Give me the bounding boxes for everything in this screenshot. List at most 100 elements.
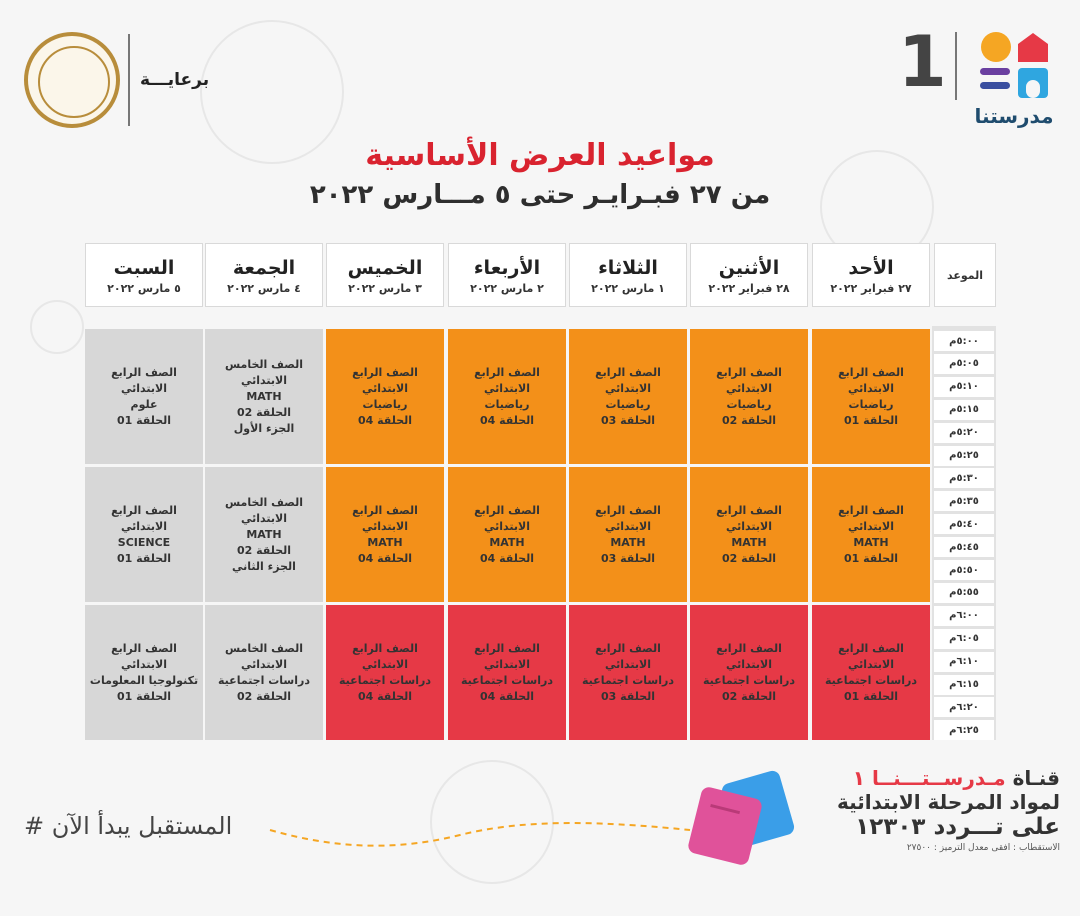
channel-frequency: على تـــردد ١٢٣٠٣ [855, 814, 1060, 840]
slot-text-line: MATH [246, 389, 282, 403]
day-header: الأحد ٢٧ فبراير ٢٠٢٢ [812, 243, 930, 307]
schedule-slot: الصف الرابع الابتدائي رياضيات الحلقة 02 [690, 329, 808, 464]
schedule-slot: الصف الخامس الابتدائي MATH الحلقة 02 الجزء … [205, 329, 323, 464]
books-icon [688, 770, 795, 865]
divider [955, 32, 957, 100]
day-date: ٥ مارس ٢٠٢٢ [107, 281, 181, 295]
slot-text-line: MATH [367, 535, 403, 549]
time-slot: ٥:٤٥م [934, 537, 994, 558]
slot-text-line: رياضيات [362, 397, 408, 411]
slot-text-line: الحلقة 01 [116, 551, 172, 565]
slot-text-line: الصف الرابع الابتدائي [352, 503, 418, 533]
slot-text-line: الصف الخامس الابتدائي [225, 641, 303, 671]
channel-prefix: قنـاة [1005, 766, 1060, 790]
schedule-slot: الصف الرابع الابتدائي دراسات اجتماعية الحل… [690, 605, 808, 740]
slot-text-line: MATH [731, 535, 767, 549]
slot-text-line: الحلقة 01 [116, 413, 172, 427]
schedule-slot: الصف الرابع الابتدائي دراسات اجتماعية الحل… [448, 605, 566, 740]
slot-text-line: دراسات اجتماعية [461, 673, 553, 687]
slot-text-line: الحلقة 02 [721, 689, 777, 703]
slot-text-line: دراسات اجتماعية [339, 673, 431, 687]
time-slot: ٥:٥٠م [934, 560, 994, 580]
time-slot: ٥:٠٥م [934, 353, 994, 374]
time-slot: ٥:٥٥م [934, 582, 994, 603]
day-date: ٢٧ فبراير ٢٠٢٢ [830, 281, 912, 295]
slot-text-line: MATH [489, 535, 525, 549]
day-name: السبت [113, 256, 175, 279]
day-header: الجمعة ٤ مارس ٢٠٢٢ [205, 243, 323, 307]
schedule-slot: الصف الرابع الابتدائي MATH الحلقة 04 [326, 467, 444, 602]
slot-text-line: الصف الخامس الابتدائي [225, 495, 303, 525]
slot-text-line: علوم [130, 397, 158, 411]
slot-text-line: رياضيات [848, 397, 894, 411]
slot-text-line: الصف الرابع الابتدائي [474, 503, 540, 533]
slot-text-line: الحلقة 04 [479, 689, 535, 703]
schedule-slot: الصف الرابع الابتدائي رياضيات الحلقة 04 [448, 329, 566, 464]
slot-text-line: الصف الرابع الابتدائي [838, 503, 904, 533]
day-date: ١ مارس ٢٠٢٢ [591, 281, 665, 295]
channel-name-line: قنـاة مـدرســتـــنــا ١ [837, 766, 1060, 790]
slot-text-line: الحلقة 03 [600, 551, 656, 565]
time-slot: ٦:٠٠م [934, 605, 994, 626]
time-slot: ٦:١٠م [934, 651, 994, 672]
time-slot: ٥:٠٠م [934, 331, 994, 351]
schedule-slot: الصف الرابع الابتدائي رياضيات الحلقة 04 [326, 329, 444, 464]
time-slot: ٦:٢٠م [934, 697, 994, 718]
dashed-path [269, 822, 691, 847]
day-name: الثلاثاء [598, 256, 658, 279]
logo-text: مدرستنا [974, 104, 1054, 128]
time-slot: ٥:١٥م [934, 399, 994, 420]
slot-text-line: الصف الرابع الابتدائي [595, 365, 661, 395]
day-header: السبت ٥ مارس ٢٠٢٢ [85, 243, 203, 307]
time-slot: ٥:٢٠م [934, 422, 994, 443]
sponsor-label: برعايـــة [140, 70, 210, 90]
slot-text-line: الحلقة 02 [236, 689, 292, 703]
divider [128, 34, 130, 126]
day-name: الأربعاء [473, 256, 541, 279]
slot-text-line: الصف الرابع الابتدائي [352, 641, 418, 671]
schedule-slot: الصف الرابع الابتدائي تكنولوجيا المعلومات… [85, 605, 203, 740]
time-column-header: الموعد [934, 243, 996, 307]
slot-text-line: الصف الرابع الابتدائي [595, 503, 661, 533]
day-header: الأثنين ٢٨ فبراير ٢٠٢٢ [690, 243, 808, 307]
slot-text-line: الصف الرابع الابتدائي [838, 641, 904, 671]
time-slot: ٥:١٠م [934, 376, 994, 397]
slot-text-line: الحلقة 01 [843, 551, 899, 565]
schedule-slot: الصف الرابع الابتدائي علوم الحلقة 01 [85, 329, 203, 464]
slot-text-line: دراسات اجتماعية [582, 673, 674, 687]
background-doodle [30, 300, 84, 354]
time-slot: ٦:١٥م [934, 674, 994, 695]
time-slot: ٥:٢٥م [934, 445, 994, 466]
channel-polarization: الاستقطاب : افقى معدل الترميز : ٢٧٥٠٠ [906, 843, 1060, 853]
slot-text-line: دراسات اجتماعية [218, 673, 310, 687]
day-header: الثلاثاء ١ مارس ٢٠٢٢ [569, 243, 687, 307]
slot-text-line: SCIENCE [117, 535, 171, 549]
slot-text-line: MATH [853, 535, 889, 549]
schedule-slot: الصف الرابع الابتدائي MATH الحلقة 03 [569, 467, 687, 602]
slot-text-line: الصف الرابع الابتدائي [474, 365, 540, 395]
slot-text-line: الحلقة 04 [357, 689, 413, 703]
madrasatona-logo-icon [980, 32, 1048, 98]
time-slot: ٦:٠٥م [934, 628, 994, 649]
schedule-slot: الصف الرابع الابتدائي دراسات اجتماعية الحل… [569, 605, 687, 740]
day-date: ٢ مارس ٢٠٢٢ [470, 281, 544, 295]
day-date: ٣ مارس ٢٠٢٢ [348, 281, 422, 295]
time-slot: ٦:٢٥م [934, 720, 994, 741]
slot-text-line: MATH [246, 527, 282, 541]
background-doodle [200, 20, 344, 164]
slot-text-line: الحلقة 01 [116, 689, 172, 703]
slot-text-line: MATH [610, 535, 646, 549]
slot-text-line: الصف الرابع الابتدائي [716, 641, 782, 671]
page-subtitle: من ٢٧ فبـرايـر حتى ٥ مـــارس ٢٠٢٢ [309, 180, 771, 210]
slot-text-line: الصف الرابع الابتدائي [716, 503, 782, 533]
slot-text-line: الحلقة 02 [721, 413, 777, 427]
slot-text-line: رياضيات [726, 397, 772, 411]
day-name: الأثنين [718, 256, 780, 279]
slot-text-line: الصف الرابع الابتدائي [111, 641, 177, 671]
slot-text-line: الصف الرابع الابتدائي [111, 503, 177, 533]
slot-text-line: الحلقة 03 [600, 413, 656, 427]
slot-text-line: الحلقة 02 [236, 543, 292, 557]
schedule-slot: الصف الرابع الابتدائي SCIENCE الحلقة 01 [85, 467, 203, 602]
channel-name: مـدرســتـــنــا ١ [852, 766, 1006, 790]
schedule-slot: الصف الرابع الابتدائي رياضيات الحلقة 01 [812, 329, 930, 464]
